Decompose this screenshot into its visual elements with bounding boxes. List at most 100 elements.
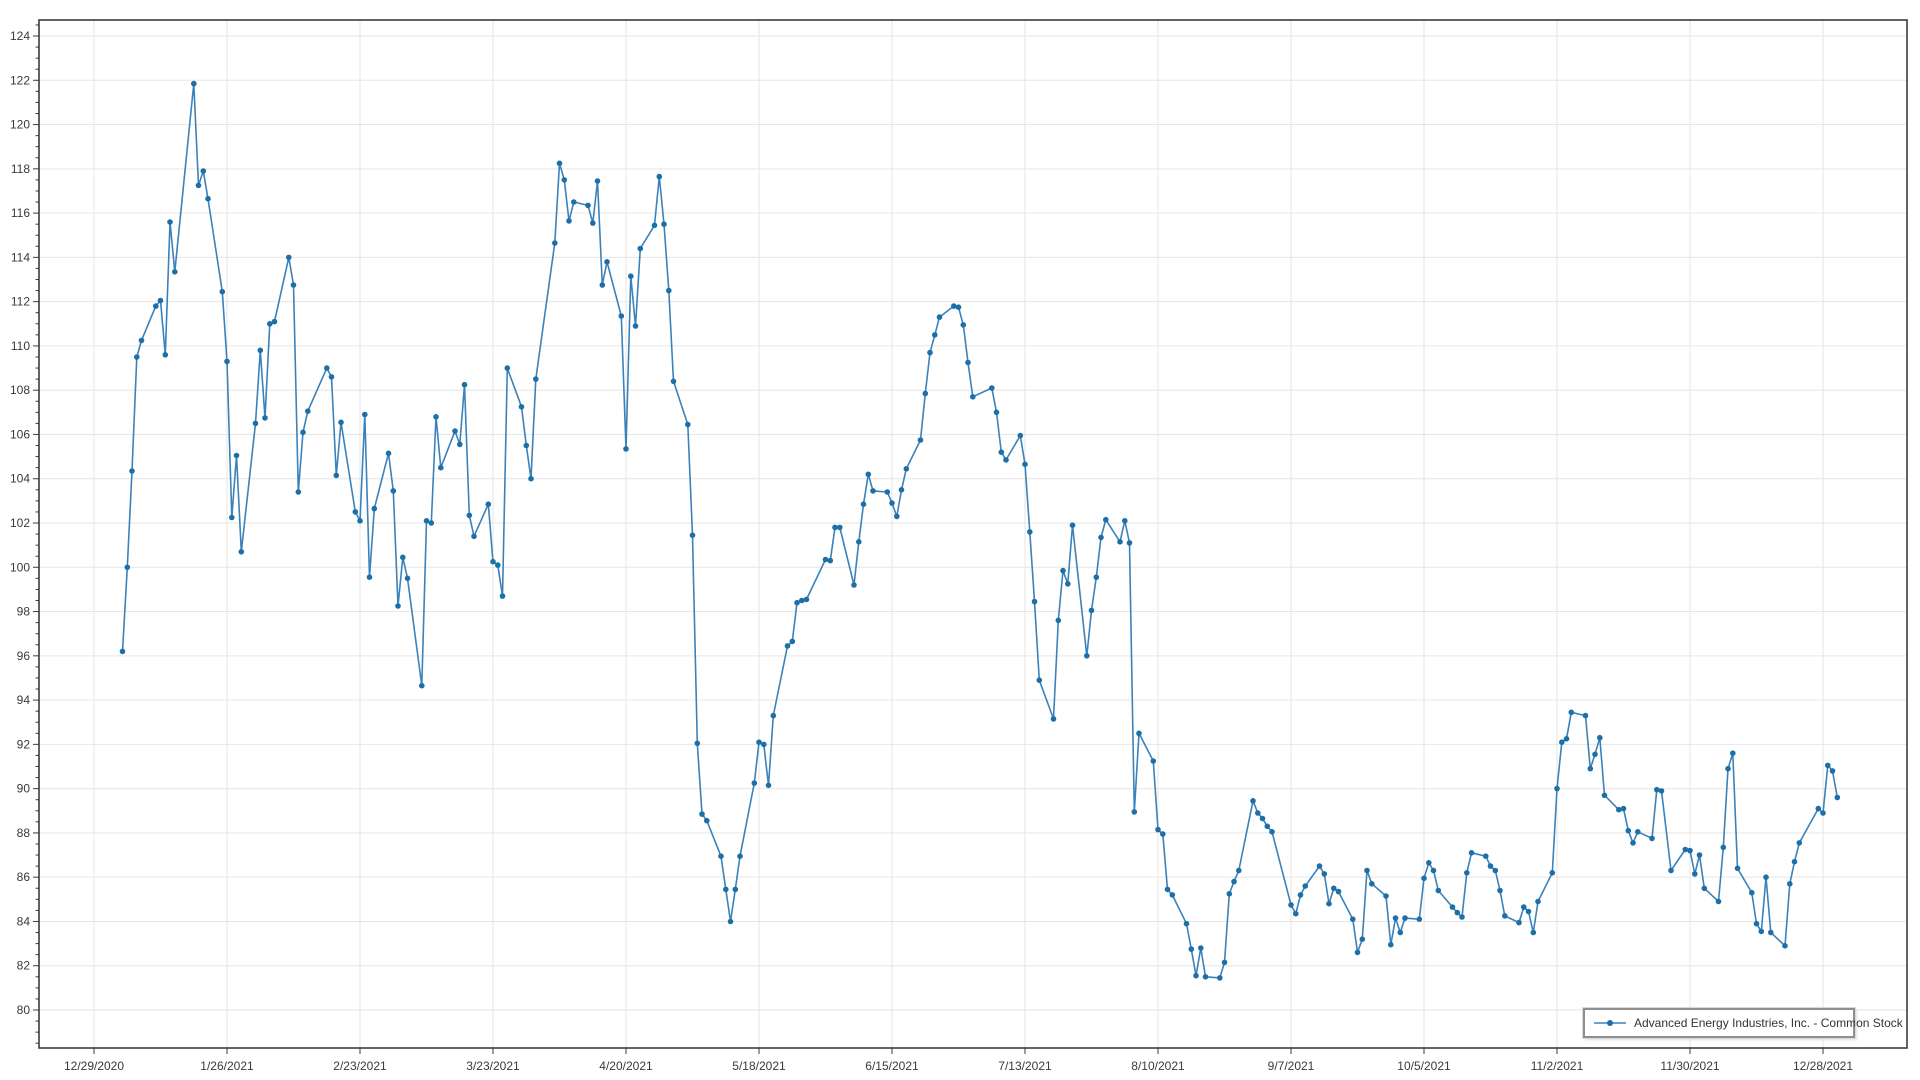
y-axis-tick-label: 84 [17, 914, 31, 928]
data-point-marker [295, 489, 302, 495]
data-point-marker [471, 533, 477, 540]
data-point-marker [1682, 846, 1689, 853]
data-point-marker [927, 349, 933, 356]
data-point-marker [1136, 730, 1142, 737]
y-axis-tick-label: 114 [11, 250, 30, 264]
data-point-marker [290, 282, 297, 288]
data-point-marker [661, 221, 667, 227]
data-point-marker [1521, 904, 1527, 910]
data-point-marker [993, 409, 1000, 416]
data-point-marker [832, 524, 838, 531]
data-point-marker [191, 80, 197, 87]
data-point-marker [1126, 540, 1133, 546]
data-point-marker [1388, 941, 1394, 948]
data-point-marker [590, 220, 596, 226]
data-point-marker [1449, 904, 1456, 910]
data-point-marker [1454, 909, 1461, 916]
data-point-marker [922, 390, 929, 397]
data-point-marker [129, 468, 135, 474]
x-axis-tick-label: 8/10/2021 [1131, 1059, 1185, 1073]
y-axis-tick-label: 120 [10, 118, 30, 132]
data-point-marker [751, 780, 758, 786]
data-point-marker [1193, 972, 1199, 979]
data-point-marker [1768, 929, 1774, 936]
data-point-marker [761, 741, 767, 748]
data-point-marker [623, 446, 629, 452]
data-point-marker [438, 464, 444, 471]
data-point-marker [585, 202, 591, 209]
data-point-marker [1131, 809, 1138, 815]
data-point-marker [932, 332, 938, 338]
data-point-marker [1383, 893, 1389, 899]
data-point-marker [1829, 768, 1836, 774]
data-point-marker [1088, 607, 1095, 614]
data-point-marker [803, 596, 810, 603]
data-point-marker [865, 471, 872, 478]
data-point-marker [1269, 829, 1275, 835]
data-point-marker [404, 575, 411, 582]
data-point-marker [561, 177, 568, 183]
data-point-marker [1668, 867, 1674, 874]
data-point-marker [1530, 929, 1537, 936]
data-point-marker [1715, 898, 1722, 905]
data-point-marker [305, 408, 311, 415]
data-point-marker [827, 557, 834, 564]
data-point-marker [1421, 875, 1427, 882]
legend-line-marker-icon [1594, 1020, 1626, 1026]
data-point-marker [1435, 887, 1442, 894]
data-point-marker [965, 359, 971, 366]
data-point-marker [1093, 574, 1100, 580]
data-point-marker [423, 518, 430, 524]
data-point-marker [1815, 805, 1822, 812]
data-point-marker [628, 273, 634, 280]
data-point-marker [167, 219, 173, 225]
data-point-marker [884, 489, 891, 495]
data-point-marker [732, 886, 739, 893]
data-point-marker [1231, 878, 1237, 885]
data-point-marker [1302, 883, 1309, 889]
data-point-marker [756, 739, 762, 745]
data-point-marker [262, 415, 268, 421]
data-point-marker [528, 475, 534, 482]
data-point-marker [718, 853, 724, 859]
data-point-marker [1563, 736, 1570, 742]
data-point-marker [362, 411, 368, 418]
data-point-marker [1069, 522, 1076, 528]
data-point-marker [324, 365, 330, 371]
data-point-marker [794, 599, 800, 606]
data-point-marker [1616, 806, 1622, 813]
data-point-marker [685, 421, 691, 428]
y-axis-tick-label: 104 [10, 472, 30, 486]
data-point-marker [1525, 908, 1532, 915]
data-point-marker [452, 428, 458, 434]
data-point-marker [1649, 835, 1655, 842]
x-axis-tick-label: 11/2/2021 [1531, 1059, 1584, 1073]
data-point-marker [1487, 863, 1494, 869]
data-point-marker [1150, 758, 1157, 764]
data-point-marker [1155, 826, 1161, 833]
data-point-marker [784, 643, 791, 649]
data-point-marker [727, 918, 734, 925]
data-point-marker [903, 466, 910, 472]
data-point-marker [1516, 919, 1522, 926]
y-axis-tick-label: 90 [17, 782, 31, 796]
data-point-marker [851, 582, 857, 588]
data-point-marker [1017, 432, 1024, 439]
data-point-marker [1502, 913, 1508, 919]
data-point-marker [670, 378, 677, 385]
data-point-marker [138, 337, 145, 344]
data-point-marker [1416, 916, 1423, 922]
data-point-marker [955, 304, 962, 311]
data-point-marker [428, 520, 435, 526]
data-point-marker [1763, 874, 1769, 880]
y-axis-tick-label: 82 [17, 959, 31, 973]
data-point-marker [1730, 750, 1736, 756]
data-point-marker [172, 269, 178, 275]
data-point-marker [651, 222, 658, 229]
data-point-marker [637, 245, 644, 252]
data-point-marker [1725, 765, 1731, 772]
data-point-marker [400, 554, 406, 561]
data-point-marker [1169, 892, 1176, 898]
data-point-marker [1554, 785, 1560, 792]
